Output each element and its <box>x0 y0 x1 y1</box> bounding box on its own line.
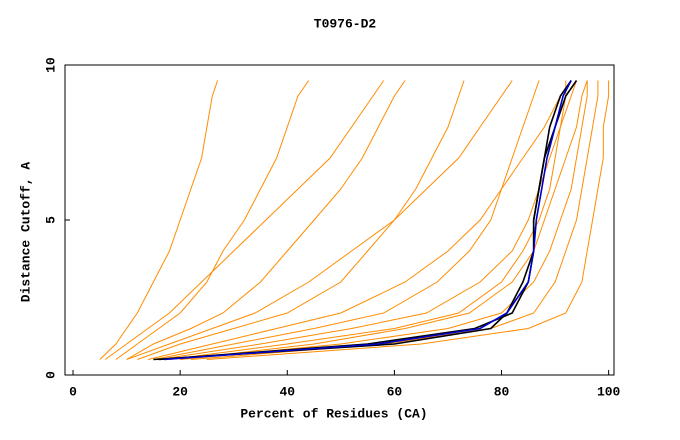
x-tick-label: 0 <box>69 384 77 399</box>
y-tick-label: 5 <box>43 216 58 224</box>
curve <box>158 80 577 360</box>
curve <box>99 80 219 360</box>
chart-title: T0976-D2 <box>314 16 377 31</box>
x-tick-label: 60 <box>387 384 403 399</box>
x-tick-label: 40 <box>279 384 295 399</box>
x-axis-label: Percent of Residues (CA) <box>240 406 427 421</box>
y-tick-label: 10 <box>43 57 58 73</box>
curve <box>137 80 465 360</box>
y-axis-label: Distance Cutoff, A <box>18 162 33 303</box>
curve <box>147 80 572 360</box>
curve <box>126 80 406 360</box>
curve <box>206 80 610 360</box>
x-tick-label: 80 <box>494 384 510 399</box>
curve <box>126 80 513 360</box>
curve <box>153 80 540 360</box>
curve <box>180 80 588 360</box>
curve <box>115 80 310 360</box>
curve <box>180 80 588 360</box>
y-tick-label: 0 <box>43 371 58 379</box>
x-tick-label: 20 <box>172 384 188 399</box>
curve <box>164 80 572 361</box>
curve <box>104 80 385 360</box>
curve <box>169 80 567 360</box>
x-tick-label: 100 <box>597 384 621 399</box>
